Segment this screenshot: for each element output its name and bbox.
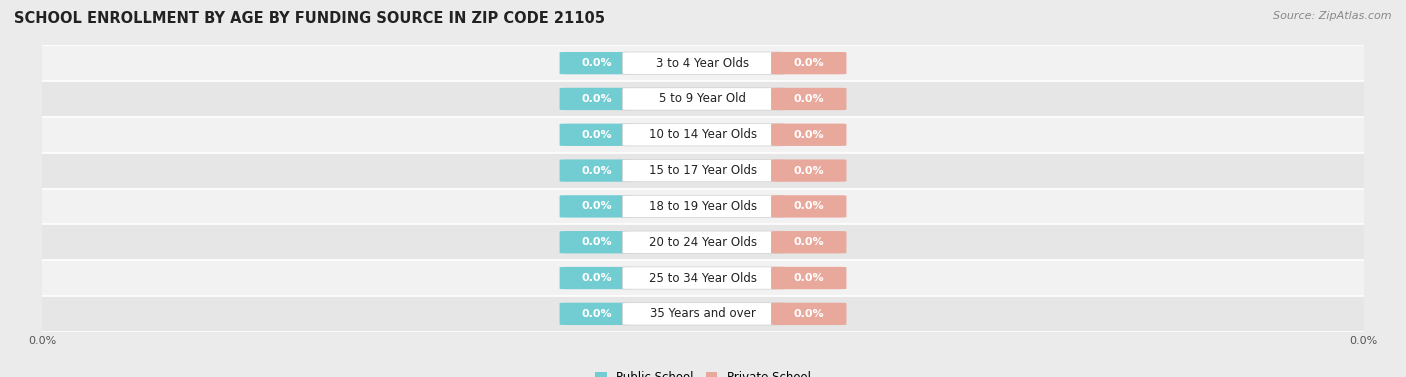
Bar — [42, 117, 1364, 153]
FancyBboxPatch shape — [770, 88, 846, 110]
Bar — [42, 153, 1364, 188]
FancyBboxPatch shape — [623, 52, 783, 74]
Text: 0.0%: 0.0% — [582, 237, 613, 247]
Text: 0.0%: 0.0% — [582, 309, 613, 319]
Text: 3 to 4 Year Olds: 3 to 4 Year Olds — [657, 57, 749, 70]
FancyBboxPatch shape — [623, 159, 783, 182]
Text: 0.0%: 0.0% — [582, 201, 613, 211]
Text: 0.0%: 0.0% — [582, 273, 613, 283]
FancyBboxPatch shape — [560, 231, 636, 253]
Legend: Public School, Private School: Public School, Private School — [591, 366, 815, 377]
FancyBboxPatch shape — [770, 231, 846, 253]
FancyBboxPatch shape — [770, 303, 846, 325]
FancyBboxPatch shape — [560, 303, 636, 325]
FancyBboxPatch shape — [623, 303, 783, 325]
Text: 5 to 9 Year Old: 5 to 9 Year Old — [659, 92, 747, 106]
Text: 10 to 14 Year Olds: 10 to 14 Year Olds — [650, 128, 756, 141]
Bar — [42, 188, 1364, 224]
FancyBboxPatch shape — [560, 159, 636, 182]
FancyBboxPatch shape — [623, 88, 783, 110]
Text: 0.0%: 0.0% — [793, 237, 824, 247]
Text: 0.0%: 0.0% — [582, 58, 613, 68]
Text: 25 to 34 Year Olds: 25 to 34 Year Olds — [650, 271, 756, 285]
Bar — [42, 81, 1364, 117]
Bar — [42, 224, 1364, 260]
FancyBboxPatch shape — [560, 195, 636, 218]
Text: SCHOOL ENROLLMENT BY AGE BY FUNDING SOURCE IN ZIP CODE 21105: SCHOOL ENROLLMENT BY AGE BY FUNDING SOUR… — [14, 11, 605, 26]
FancyBboxPatch shape — [623, 231, 783, 253]
Text: 18 to 19 Year Olds: 18 to 19 Year Olds — [650, 200, 756, 213]
Text: 0.0%: 0.0% — [582, 166, 613, 176]
Text: 0.0%: 0.0% — [793, 58, 824, 68]
FancyBboxPatch shape — [623, 267, 783, 289]
Text: 0.0%: 0.0% — [582, 94, 613, 104]
Bar — [42, 296, 1364, 332]
Text: 0.0%: 0.0% — [793, 166, 824, 176]
Bar — [42, 45, 1364, 81]
Text: Source: ZipAtlas.com: Source: ZipAtlas.com — [1274, 11, 1392, 21]
FancyBboxPatch shape — [560, 52, 636, 74]
FancyBboxPatch shape — [623, 195, 783, 218]
FancyBboxPatch shape — [770, 267, 846, 289]
Text: 0.0%: 0.0% — [582, 130, 613, 140]
FancyBboxPatch shape — [560, 124, 636, 146]
FancyBboxPatch shape — [560, 267, 636, 289]
Text: 15 to 17 Year Olds: 15 to 17 Year Olds — [650, 164, 756, 177]
Text: 35 Years and over: 35 Years and over — [650, 307, 756, 320]
Text: 0.0%: 0.0% — [793, 201, 824, 211]
FancyBboxPatch shape — [770, 159, 846, 182]
FancyBboxPatch shape — [770, 124, 846, 146]
Text: 20 to 24 Year Olds: 20 to 24 Year Olds — [650, 236, 756, 249]
FancyBboxPatch shape — [770, 52, 846, 74]
Bar — [42, 260, 1364, 296]
Text: 0.0%: 0.0% — [793, 130, 824, 140]
Text: 0.0%: 0.0% — [793, 273, 824, 283]
FancyBboxPatch shape — [770, 195, 846, 218]
FancyBboxPatch shape — [623, 124, 783, 146]
FancyBboxPatch shape — [560, 88, 636, 110]
Text: 0.0%: 0.0% — [793, 94, 824, 104]
Text: 0.0%: 0.0% — [793, 309, 824, 319]
